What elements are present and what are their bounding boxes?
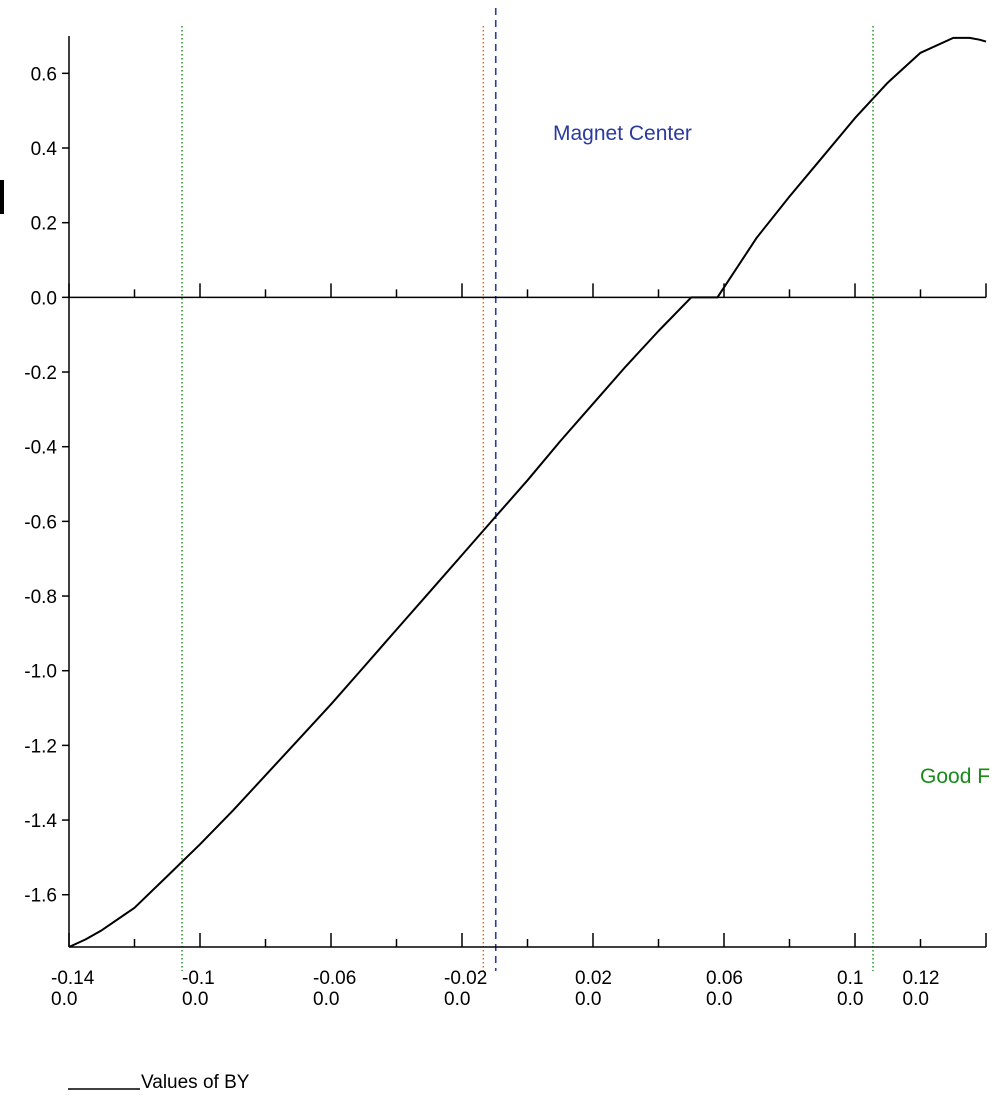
y-tick-label: 0.2 xyxy=(31,214,57,235)
y-tick-label: -0.6 xyxy=(24,512,57,533)
y-tick-label: -1.4 xyxy=(24,811,57,832)
y-tick-label: 0.6 xyxy=(31,64,57,85)
x-tick-label: -0.1 xyxy=(182,968,215,989)
x-tick-sublabel: 0.0 xyxy=(837,989,863,1010)
x-tick-label: 0.12 xyxy=(903,968,940,989)
x-tick-label: 0.1 xyxy=(837,968,863,989)
y-tick-label: -0.4 xyxy=(24,438,57,459)
x-tick-sublabel: 0.0 xyxy=(313,989,339,1010)
x-tick-sublabel: 0.0 xyxy=(444,989,470,1010)
x-tick-sublabel: 0.0 xyxy=(903,989,929,1010)
x-tick-sublabel: 0.0 xyxy=(575,989,601,1010)
y-tick-label: -1.6 xyxy=(24,886,57,907)
magnet-center-annotation: Magnet Center xyxy=(553,122,692,145)
y-tick-label: 0.0 xyxy=(31,288,57,309)
y-tick-label: -0.8 xyxy=(24,587,57,608)
legend-label: Values of BY xyxy=(141,1072,250,1093)
x-tick-sublabel: 0.0 xyxy=(51,989,77,1010)
y-tick-label: 0.4 xyxy=(31,139,58,160)
x-tick-label: 0.02 xyxy=(575,968,612,989)
axes xyxy=(62,36,987,948)
y-tick-label: -0.2 xyxy=(24,363,57,384)
y-tick-label: -1.0 xyxy=(24,662,57,683)
x-tick-label: -0.06 xyxy=(313,968,356,989)
series-line-0 xyxy=(68,36,987,948)
good-field-annotation: Good F xyxy=(920,765,990,788)
x-tick-label: -0.14 xyxy=(51,968,95,989)
legend: Values of BY xyxy=(68,1072,250,1093)
x-tick-sublabel: 0.0 xyxy=(706,989,732,1010)
series-layer xyxy=(68,36,987,948)
x-tick-label: 0.06 xyxy=(706,968,743,989)
x-tick-label: -0.02 xyxy=(444,968,487,989)
edge-marker xyxy=(0,180,4,214)
tick-labels: 0.6 0.4 0.2 0.0 -0.2 -0.4 -0.6 -0.8 -1.0 -1.2 -1.4… xyxy=(24,64,939,1010)
x-tick-sublabel: 0.0 xyxy=(182,989,208,1010)
vertical-lines xyxy=(181,8,874,971)
y-tick-label: -1.2 xyxy=(24,736,57,757)
